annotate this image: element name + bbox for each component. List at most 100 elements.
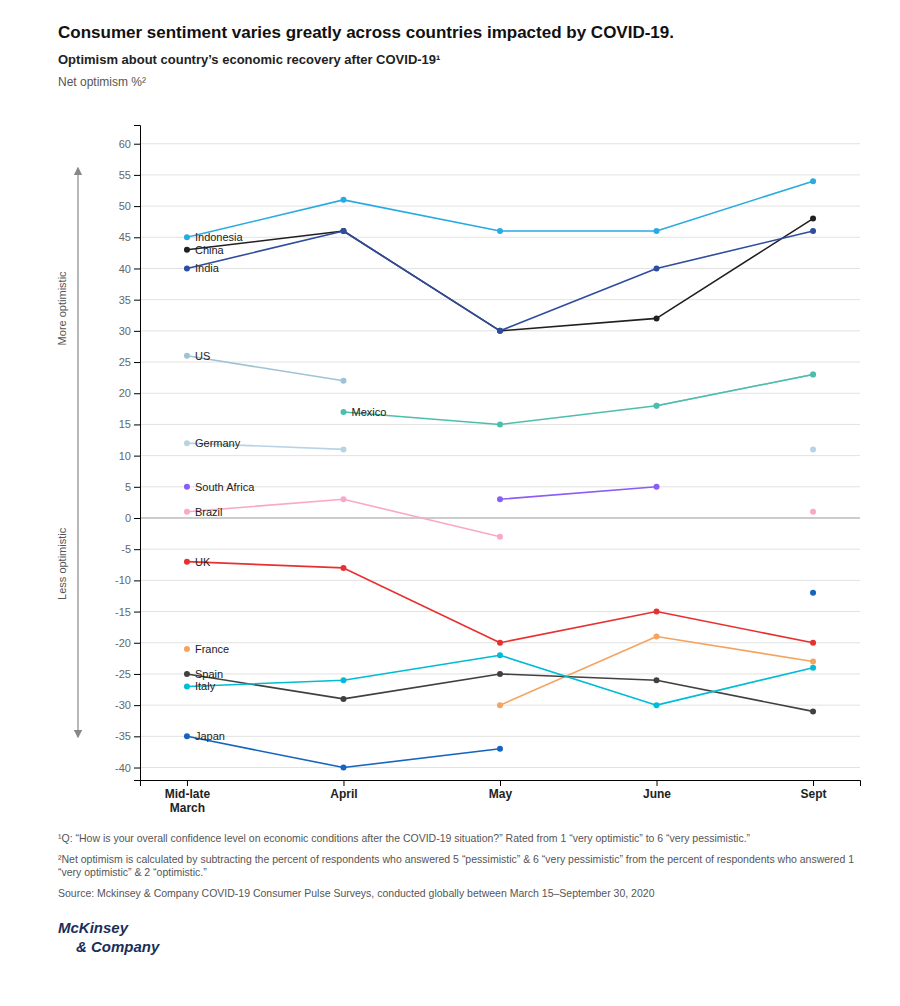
text-line: ¹Q: “How is your overall confidence leve… [58, 832, 751, 844]
point [810, 228, 816, 234]
point [810, 372, 816, 378]
point [184, 646, 190, 652]
y-tick-mark [134, 424, 140, 425]
y-tick-mark [134, 300, 140, 301]
annotation: Less optimistic [56, 527, 68, 600]
x-tick-label: Sept [801, 787, 827, 801]
point [184, 353, 190, 359]
point [810, 446, 816, 452]
grid-line [140, 268, 860, 269]
background [0, 0, 900, 1006]
y-tick-mark [134, 175, 140, 176]
y-tick-label: 0 [125, 512, 131, 524]
y-tick-label: 30 [119, 325, 131, 337]
x-tick-mark [187, 780, 188, 786]
point [184, 559, 190, 565]
y-axis-title: Net optimism %² [58, 75, 146, 89]
x-tick-label-line: March [170, 801, 205, 815]
point [654, 403, 660, 409]
y-tick: -35 [115, 730, 140, 742]
y-tick-mark [134, 580, 140, 581]
point [184, 671, 190, 677]
point [810, 216, 816, 222]
y-tick: -20 [115, 637, 140, 649]
point [810, 665, 816, 671]
y-tick-mark [134, 674, 140, 675]
x-tick: Sept [801, 780, 827, 801]
point [654, 609, 660, 615]
series-group [184, 178, 816, 240]
y-tick-mark [134, 456, 140, 457]
y-tick-mark [134, 705, 140, 706]
x-tick-mark [657, 780, 658, 786]
series-label: China [195, 244, 225, 256]
series-label: France [195, 643, 229, 655]
annotation: More optimistic [56, 271, 68, 345]
grid [140, 144, 860, 768]
series-line [187, 637, 813, 706]
point [497, 702, 503, 708]
grid-line [140, 549, 860, 550]
point [497, 496, 503, 502]
grid-line [140, 299, 860, 300]
plot: -40-35-30-25-20-15-10-505101520253035404… [56, 126, 861, 815]
x-tick: May [489, 780, 513, 801]
logo: & Company [76, 938, 160, 955]
y-tick-label: 35 [119, 294, 131, 306]
series-label: South Africa [195, 481, 255, 493]
x-tick: April [330, 780, 357, 801]
point [810, 640, 816, 646]
point [340, 765, 346, 771]
chart-svg: Consumer sentiment varies greatly across… [0, 0, 900, 1006]
y-tick-label: 60 [119, 138, 131, 150]
series-line [187, 219, 813, 331]
point [184, 509, 190, 515]
grid-line [140, 611, 860, 612]
series-line [187, 356, 813, 406]
y-tick: -30 [115, 699, 140, 711]
point [340, 409, 346, 415]
point [497, 421, 503, 427]
series-group [184, 228, 816, 334]
series-group [184, 484, 660, 502]
series-label: India [195, 262, 220, 274]
series-line [187, 443, 813, 449]
grid-line [140, 174, 860, 175]
title: Consumer sentiment varies greatly across… [58, 23, 674, 42]
series-label: UK [195, 556, 211, 568]
y-tick-mark [134, 736, 140, 737]
x-tick-label: Mid-lateMarch [165, 787, 211, 815]
grid-line [140, 580, 860, 581]
x-tick-label-line: Sept [801, 787, 827, 801]
point [497, 228, 503, 234]
series-label: Brazil [195, 506, 223, 518]
grid-line [140, 237, 860, 238]
x-tick-label: April [330, 787, 357, 801]
x-tick-mark [813, 780, 814, 786]
point [184, 247, 190, 253]
y-tick-label: 5 [125, 481, 131, 493]
series-group [184, 634, 816, 709]
y-tick: 0 [125, 512, 140, 524]
y-tick-label: -35 [115, 730, 131, 742]
y-tick-label: -30 [115, 699, 131, 711]
y-tick-mark [134, 331, 140, 332]
point [810, 509, 816, 515]
y-tick: 55 [119, 169, 140, 181]
y-tick-mark [134, 768, 140, 769]
text-line: “very optimistic” & 2 “optimistic.” [58, 866, 207, 878]
y-tick: 45 [119, 231, 140, 243]
point [810, 658, 816, 664]
y-tick: 35 [119, 294, 140, 306]
point [184, 733, 190, 739]
y-tick: 30 [119, 325, 140, 337]
y-tick: 25 [119, 356, 140, 368]
series-line [187, 487, 657, 499]
y-tick-mark [134, 144, 140, 145]
y-tick-mark [134, 612, 140, 613]
y-tick-label: 25 [119, 356, 131, 368]
point [340, 677, 346, 683]
y-tick: 40 [119, 262, 140, 274]
point [654, 677, 660, 683]
series-group [184, 559, 816, 646]
